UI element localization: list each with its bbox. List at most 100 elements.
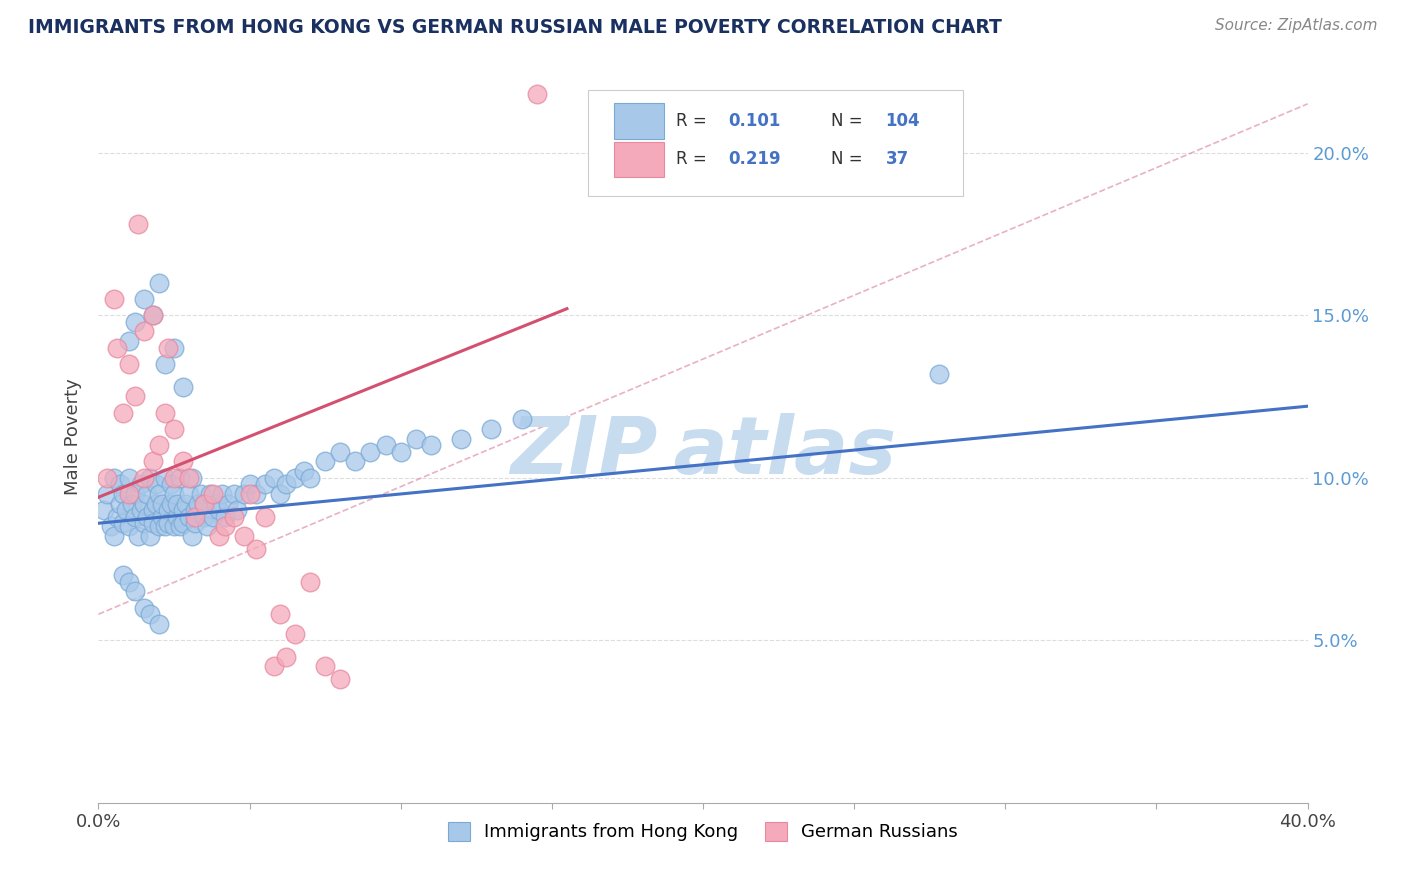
Point: [132, 600, 155, 615]
Point: [129, 477, 152, 491]
Point: [172, 380, 194, 394]
Point: [172, 516, 194, 531]
Point: [118, 487, 141, 501]
Point: [142, 454, 165, 468]
Point: [329, 444, 352, 458]
Point: [274, 649, 297, 664]
Point: [193, 497, 215, 511]
Point: [156, 503, 179, 517]
Point: [284, 471, 307, 485]
Point: [118, 519, 141, 533]
Point: [132, 497, 155, 511]
Point: [145, 497, 167, 511]
Point: [202, 487, 225, 501]
Point: [132, 516, 155, 531]
Point: [148, 276, 170, 290]
Point: [148, 438, 170, 452]
Point: [389, 444, 412, 458]
Point: [299, 471, 322, 485]
Point: [181, 471, 204, 485]
Point: [100, 519, 122, 533]
Point: [360, 444, 382, 458]
Point: [253, 477, 276, 491]
Point: [169, 471, 191, 485]
Point: [142, 503, 165, 517]
Y-axis label: Male Poverty: Male Poverty: [65, 379, 83, 495]
Point: [142, 308, 165, 322]
Point: [111, 406, 134, 420]
Point: [163, 487, 186, 501]
Point: [103, 529, 125, 543]
Point: [190, 487, 212, 501]
Point: [129, 503, 152, 517]
Point: [156, 341, 179, 355]
FancyBboxPatch shape: [613, 103, 664, 138]
Point: [160, 497, 183, 511]
Point: [263, 659, 285, 673]
Point: [160, 477, 183, 491]
Point: [481, 422, 503, 436]
Point: [166, 497, 188, 511]
Point: [111, 568, 134, 582]
Text: Source: ZipAtlas.com: Source: ZipAtlas.com: [1215, 18, 1378, 33]
Point: [142, 516, 165, 531]
Point: [172, 503, 194, 517]
Point: [184, 509, 207, 524]
Text: 104: 104: [886, 112, 920, 129]
Point: [108, 477, 131, 491]
Point: [195, 519, 218, 533]
Point: [269, 607, 291, 622]
Point: [145, 477, 167, 491]
Point: [205, 497, 228, 511]
Point: [124, 584, 146, 599]
Point: [118, 471, 141, 485]
Point: [127, 529, 149, 543]
Point: [150, 497, 173, 511]
Point: [135, 487, 157, 501]
Point: [214, 519, 236, 533]
Point: [132, 292, 155, 306]
Point: [139, 607, 162, 622]
Point: [127, 217, 149, 231]
Point: [135, 509, 157, 524]
Point: [118, 574, 141, 589]
Point: [153, 471, 176, 485]
Point: [314, 454, 336, 468]
Point: [214, 509, 236, 524]
Point: [284, 626, 307, 640]
Point: [292, 464, 315, 478]
Point: [245, 487, 267, 501]
Point: [124, 487, 146, 501]
Point: [179, 471, 201, 485]
Point: [121, 497, 143, 511]
Text: R =: R =: [676, 112, 713, 129]
Point: [245, 542, 267, 557]
Point: [208, 503, 231, 517]
Text: 0.219: 0.219: [728, 151, 780, 169]
Point: [96, 471, 118, 485]
Point: [118, 334, 141, 348]
Text: N =: N =: [831, 151, 868, 169]
Legend: Immigrants from Hong Kong, German Russians: Immigrants from Hong Kong, German Russia…: [440, 814, 966, 848]
Point: [153, 519, 176, 533]
Point: [172, 454, 194, 468]
Point: [148, 617, 170, 632]
FancyBboxPatch shape: [588, 90, 963, 195]
Point: [93, 503, 115, 517]
Point: [510, 412, 533, 426]
Point: [118, 357, 141, 371]
Point: [105, 509, 128, 524]
Point: [202, 509, 225, 524]
Point: [193, 509, 215, 524]
Text: 0.101: 0.101: [728, 112, 780, 129]
Point: [269, 487, 291, 501]
Point: [181, 529, 204, 543]
Point: [179, 487, 201, 501]
Point: [224, 509, 246, 524]
Point: [217, 497, 239, 511]
Point: [124, 389, 146, 403]
Point: [163, 422, 186, 436]
Point: [420, 438, 443, 452]
Point: [224, 487, 246, 501]
Point: [226, 503, 249, 517]
